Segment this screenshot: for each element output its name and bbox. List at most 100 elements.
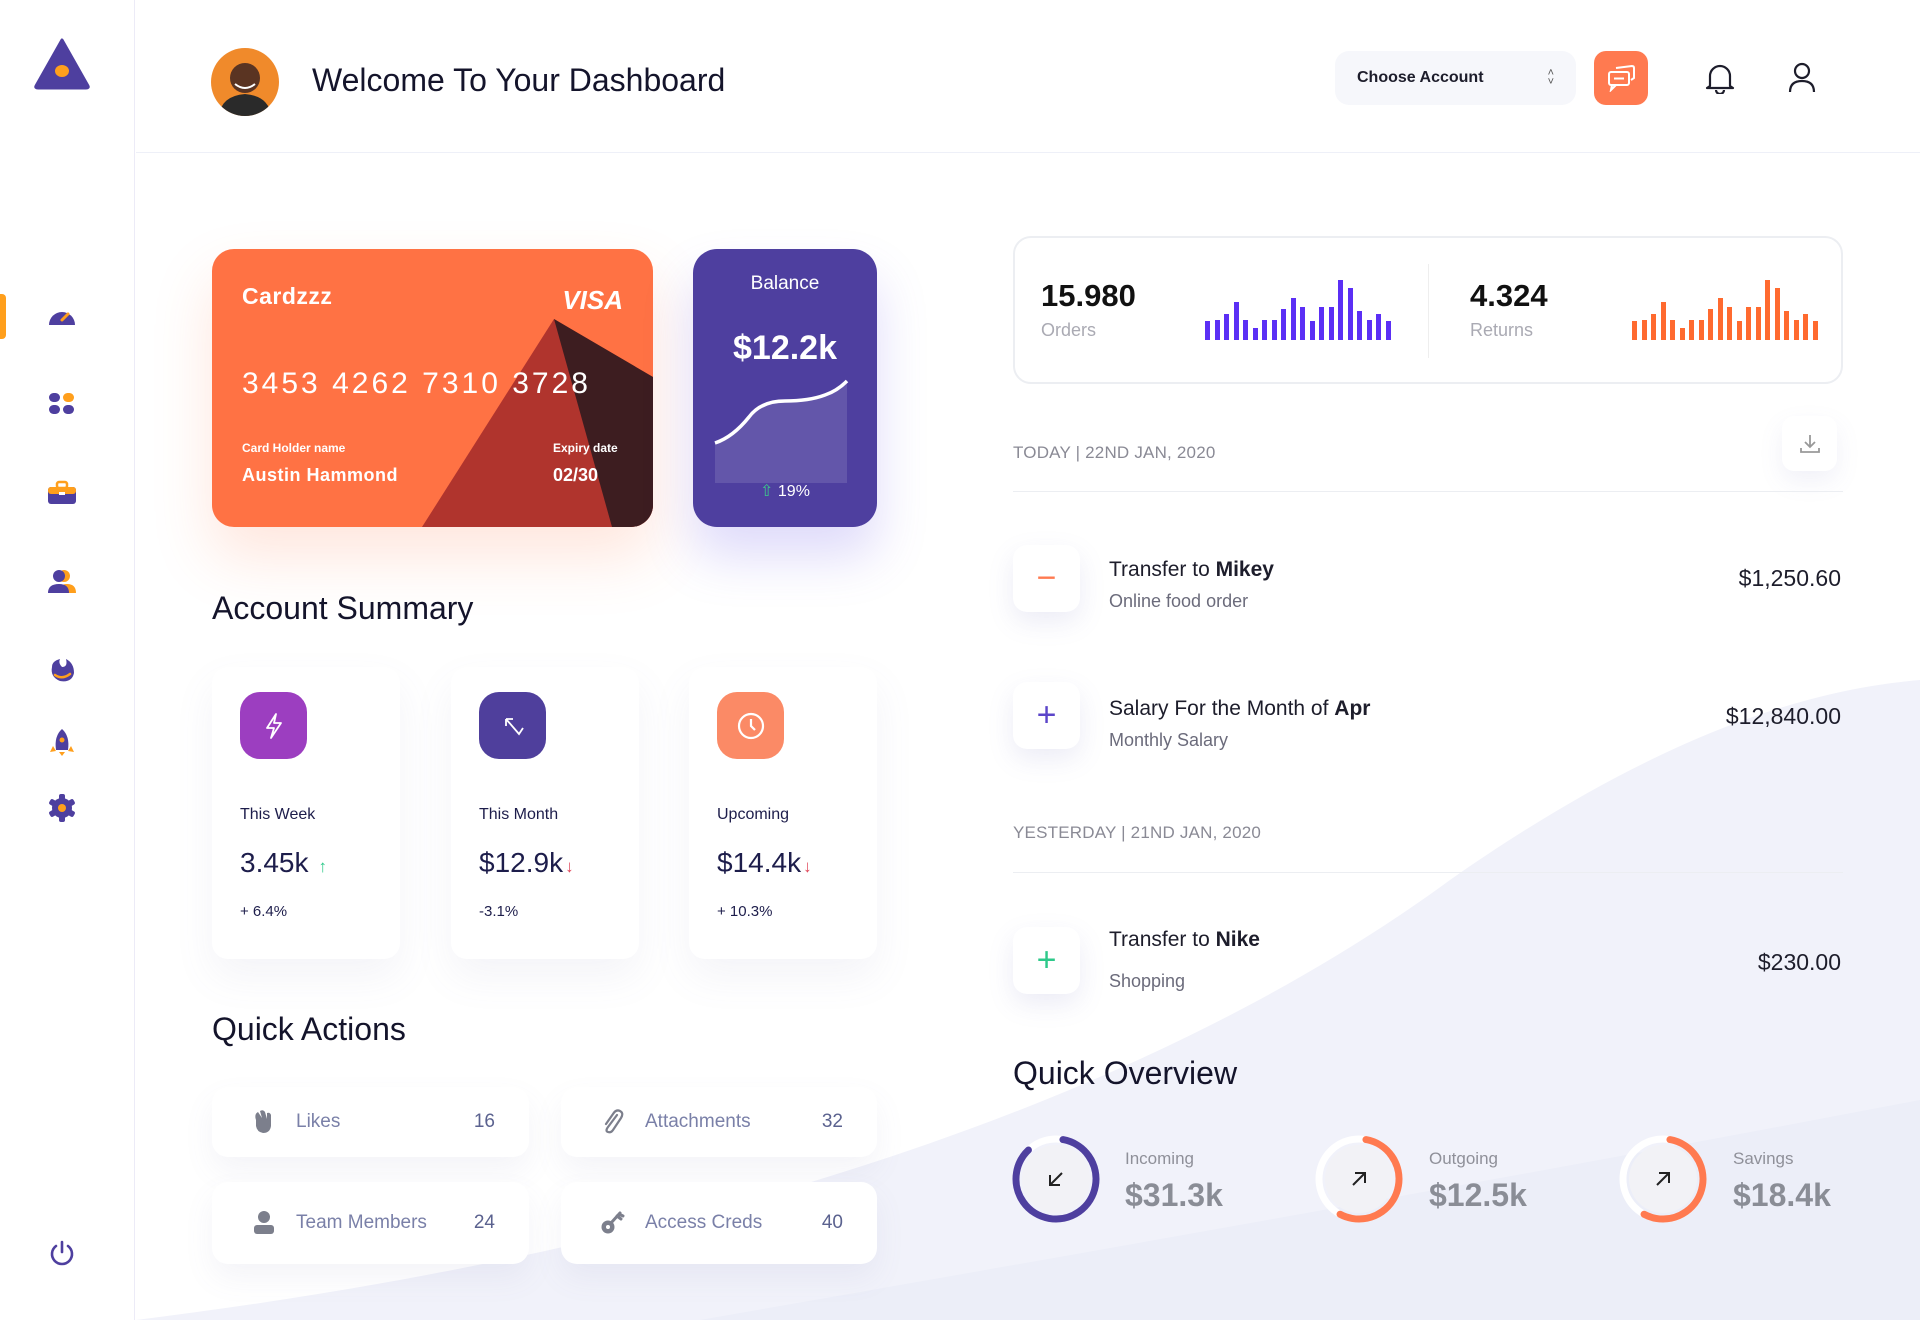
- trend-down-icon: ↓: [803, 857, 812, 876]
- progress-ring-arc: [1012, 1135, 1100, 1223]
- transaction-subtitle: Online food order: [1109, 591, 1249, 611]
- orders-bar: [1309, 321, 1315, 340]
- orders-value: 15.980: [1041, 278, 1136, 313]
- transaction-recipient: Nike: [1215, 928, 1260, 951]
- settings-icon[interactable]: [44, 790, 80, 826]
- trend-up-icon: ↑: [318, 857, 328, 876]
- transaction-amount: $1,250.60: [1738, 565, 1841, 591]
- users-icon[interactable]: [44, 564, 80, 600]
- overview-label: Outgoing: [1429, 1149, 1498, 1168]
- arrow-up-right-icon: [1352, 1172, 1366, 1186]
- bell-icon[interactable]: [1705, 62, 1735, 99]
- quick-action-count: 32: [821, 1111, 843, 1132]
- transaction-subtitle: Shopping: [1109, 971, 1186, 991]
- credit-card[interactable]: Cardzzz VISA 3453 4262 7310 3728 Card Ho…: [212, 249, 653, 527]
- summary-value: $14.4k: [717, 847, 802, 878]
- orders-bar: [1300, 307, 1305, 340]
- summary-card[interactable]: This Week 3.45k ↑ + 6.4%: [212, 667, 400, 959]
- card-brand: Cardzzz: [242, 283, 333, 309]
- briefcase-icon[interactable]: [44, 475, 80, 511]
- summary-change: + 6.4%: [240, 903, 288, 920]
- balance-change-value: 19%: [777, 483, 810, 500]
- balance-amount: $12.2k: [733, 329, 837, 367]
- returns-bar: [1746, 307, 1751, 340]
- returns-bar: [1717, 298, 1723, 340]
- summary-change: + 10.3%: [717, 903, 773, 920]
- quick-actions-title: Quick Actions: [212, 1011, 406, 1047]
- dashboard-icon[interactable]: [44, 298, 80, 334]
- user-icon[interactable]: [1788, 62, 1816, 99]
- transaction-title-text: Salary For the Month of: [1109, 697, 1335, 720]
- download-button[interactable]: [1782, 416, 1837, 471]
- orders-bar: [1376, 313, 1381, 340]
- summary-value-row: 3.45k ↑: [240, 847, 327, 879]
- orders-bar: [1243, 319, 1248, 340]
- plus-icon: +: [1013, 927, 1080, 994]
- summary-card[interactable]: This Month $12.9k ↓ -3.1%: [451, 667, 639, 959]
- plus-icon: +: [1013, 682, 1080, 749]
- balance-card[interactable]: Balance $12.2k ⇧ 19%: [693, 249, 877, 527]
- summary-value: $12.9k: [479, 847, 564, 878]
- card-number: 3453 4262 7310 3728: [242, 367, 591, 400]
- orders-bar: [1271, 319, 1277, 340]
- summary-label: Upcoming: [717, 806, 790, 823]
- returns-bar: [1708, 308, 1713, 340]
- arrow-up-right-icon: [1656, 1172, 1670, 1186]
- orders-bar: [1214, 319, 1220, 340]
- avatar[interactable]: [211, 48, 279, 116]
- holder-label: Card Holder name: [242, 441, 346, 455]
- progress-ring: [1012, 1135, 1100, 1223]
- progress-ring-arc: [1315, 1135, 1403, 1223]
- transaction-title-text: Transfer to: [1109, 558, 1216, 581]
- progress-ring: [1315, 1135, 1403, 1223]
- quick-overview-title: Quick Overview: [1013, 1055, 1238, 1091]
- quick-action-label: Likes: [296, 1111, 341, 1132]
- rocket-icon[interactable]: [44, 725, 80, 761]
- stats-panel: 15.980 Orders 4.324 Returns: [1013, 236, 1843, 384]
- chat-icon: [1608, 64, 1635, 92]
- orders-bar: [1252, 327, 1258, 340]
- returns-bar: [1774, 288, 1780, 340]
- quick-action-count: 40: [821, 1212, 843, 1233]
- quick-action-count: 24: [473, 1212, 495, 1233]
- logo[interactable]: [34, 38, 90, 95]
- returns-bar: [1765, 280, 1770, 340]
- orders-bar: [1366, 319, 1372, 340]
- account-select[interactable]: Choose Account ˄ ˅: [1335, 51, 1576, 105]
- yesterday-header: YESTERDAY | 21ND JAN, 2020: [1013, 823, 1262, 842]
- chevron-updown-icon: ˄ ˅: [1547, 67, 1554, 88]
- progress-ring-arc: [1619, 1135, 1707, 1223]
- summary-card[interactable]: Upcoming $14.4k ↓ + 10.3%: [689, 667, 877, 959]
- orders-bar: [1233, 301, 1239, 340]
- transaction-recipient: Mikey: [1215, 558, 1274, 581]
- orders-bar: [1385, 321, 1391, 340]
- orders-label: Orders: [1041, 320, 1097, 340]
- messages-button[interactable]: [1594, 51, 1648, 105]
- orders-bar: [1224, 313, 1229, 340]
- summary-icon-tile: [717, 692, 784, 759]
- divider: [1013, 872, 1843, 873]
- power-icon[interactable]: [44, 1235, 80, 1271]
- expiry-value: 02/30: [553, 465, 599, 485]
- download-icon: [1799, 434, 1820, 453]
- card-pattern: [422, 319, 653, 527]
- summary-change: -3.1%: [479, 903, 519, 920]
- holder-name: Austin Hammond: [242, 465, 399, 485]
- returns-label: Returns: [1470, 320, 1534, 340]
- returns-bar: [1736, 321, 1742, 340]
- returns-bar: [1679, 327, 1685, 340]
- quick-action-attachments[interactable]: Attachments 32: [561, 1087, 877, 1157]
- orders-bar: [1357, 311, 1362, 340]
- quick-action-likes[interactable]: Likes 16: [212, 1087, 529, 1157]
- orders-bar: [1290, 298, 1296, 340]
- quick-action-team-members[interactable]: Team Members 24: [212, 1182, 529, 1264]
- trend-down-icon: ↓: [565, 857, 574, 876]
- quick-action-access-creds[interactable]: Access Creds 40: [561, 1182, 877, 1264]
- apps-icon[interactable]: [44, 386, 80, 422]
- overview-value: $31.3k: [1125, 1177, 1223, 1213]
- transaction-title: Transfer to Nike: [1109, 928, 1260, 952]
- returns-value: 4.324: [1470, 278, 1548, 313]
- balance-change: ⇧ 19%: [693, 481, 877, 501]
- fire-icon[interactable]: [44, 652, 80, 688]
